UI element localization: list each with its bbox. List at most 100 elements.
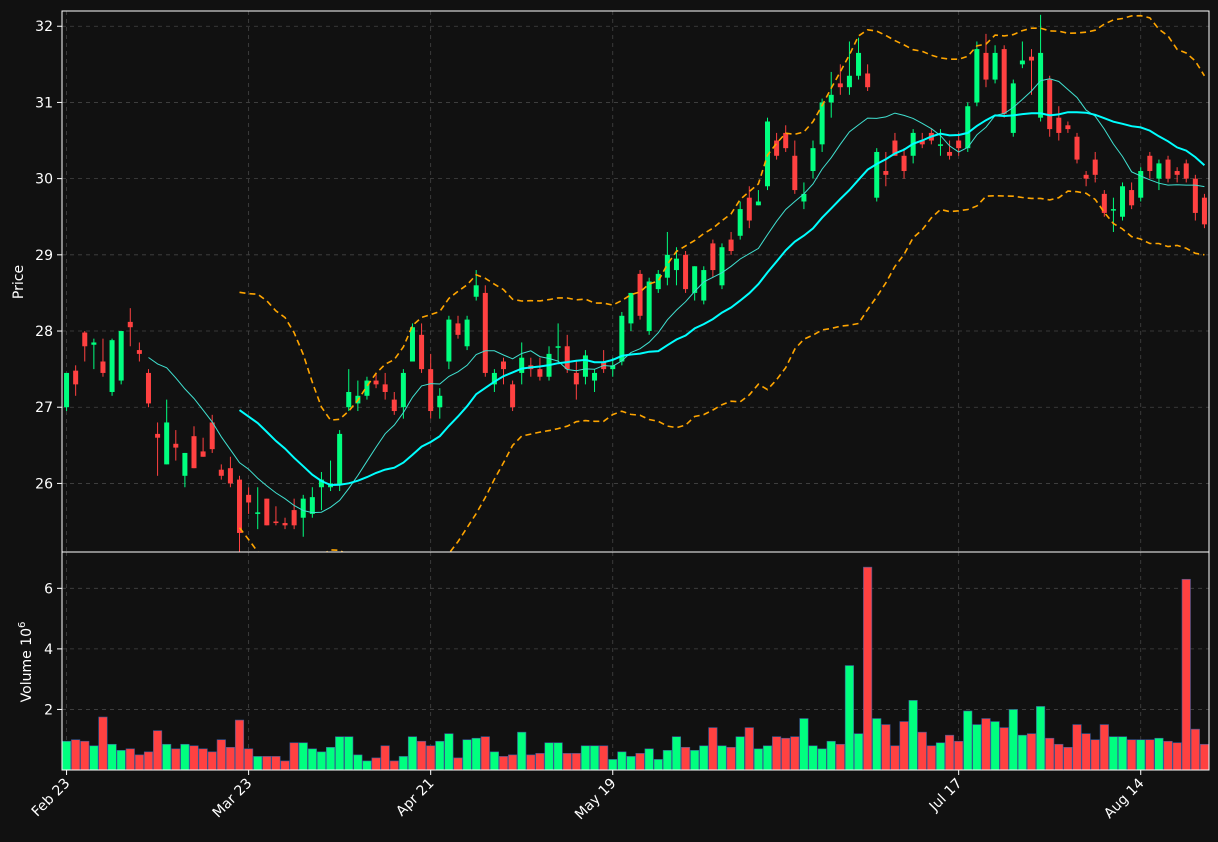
volume-bar [853,733,864,770]
candle-body [364,380,370,396]
candle-body [1038,52,1044,118]
candle-body [127,321,133,328]
volume-bar [872,718,882,770]
volume-bar [1154,737,1164,770]
candle-body [655,273,661,290]
volume-bar [999,727,1009,770]
candle-body [919,140,925,145]
volume-bar [926,745,936,770]
volume-bar [289,742,299,770]
volume-bar [617,751,627,770]
candle-body [947,151,953,156]
candle-body [464,319,470,347]
candle-body [1065,125,1071,130]
volume-bar [1099,724,1109,770]
candle-body [573,372,579,385]
candle-body [865,73,871,88]
volume-bar [1163,740,1173,770]
volume-bar [717,745,727,770]
volume-bar [1054,743,1064,770]
candle-body [628,292,634,324]
candle-body [282,523,288,526]
volume-bar [1081,733,1091,770]
volume-bar [1117,736,1128,770]
volume-bar [116,750,126,770]
candle-body [1147,155,1153,172]
candle-body [1056,117,1062,133]
candle-body [428,369,434,412]
price-tick-label: 27 [35,400,53,416]
volume-bar [453,757,463,770]
volume-bar [162,743,172,770]
volume-bar [653,759,663,770]
volume-bar [635,753,645,770]
volume-axis-label: Volume 106 [17,622,35,703]
candle-body [610,365,616,370]
candle-body [1028,56,1034,61]
candle-body [73,370,79,385]
volume-bar [908,700,918,770]
volume-bar [917,731,927,770]
volume-bar [271,756,281,770]
price-tick-label: 26 [35,476,53,492]
candle-body [883,171,889,175]
volume-bar [489,751,499,770]
volume-bar [444,733,454,770]
volume-bar [881,724,891,770]
volume-bar [681,746,691,770]
candle-body [1083,174,1089,179]
candle-body [719,247,725,286]
candle-body [956,140,962,149]
volume-bar [307,748,317,770]
volume-bar [207,751,217,770]
candle-body [746,197,752,221]
candle-body [419,334,425,370]
candle-body [237,479,243,533]
candle-body [446,319,452,362]
candle-body [318,479,324,488]
volume-bar [1045,737,1055,770]
candle-body [846,75,852,88]
volume-bar [690,750,700,770]
volume-bar [1127,739,1137,770]
candle-body [673,258,679,271]
volume-tick-label: 2 [44,702,53,718]
volume-bar [125,748,135,770]
volume-axis-exponent: 6 [17,622,28,628]
volume-bar [216,739,226,770]
candle-body [856,52,862,76]
volume-bar [1145,739,1155,770]
volume-bar [143,751,154,770]
candle-body [501,361,507,370]
volume-bar [781,737,791,770]
volume-bar [298,742,308,770]
volume-bar [435,740,445,770]
candle-body [482,292,488,373]
candle-body [646,281,652,332]
volume-bar [498,756,509,770]
candle-body [592,372,598,381]
candle-body [992,52,998,80]
candle-body [473,285,479,297]
price-axis: 26 27 28 29 30 31 32 [35,19,62,492]
volume-bar [107,743,117,770]
volume-bar [225,746,235,770]
volume-bar [726,746,736,770]
candle-body [510,384,516,408]
candle-body [200,451,206,457]
candle-body [619,315,625,362]
candle-body [91,342,97,345]
candle-body [828,94,834,103]
volume-bar [371,757,381,770]
volume-bar [562,753,572,770]
candle-body [564,346,570,370]
volume-bar [1017,734,1027,770]
volume-bar [362,760,372,770]
volume-bar [699,745,709,770]
volume-bar [890,745,900,770]
volume-tick-label: 6 [44,581,53,597]
volume-bar [981,718,991,770]
volume-bar [772,736,782,770]
